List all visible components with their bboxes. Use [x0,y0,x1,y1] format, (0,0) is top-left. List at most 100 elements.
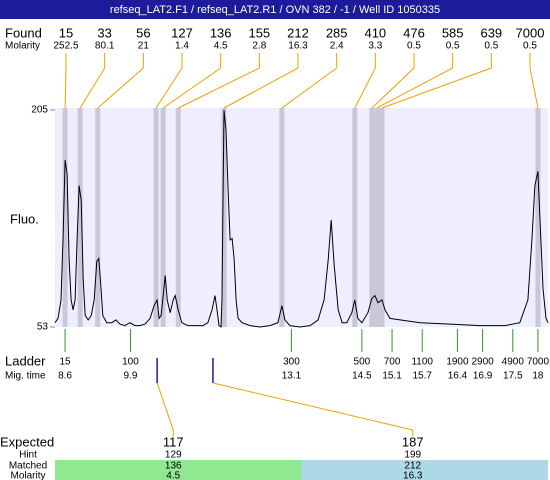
found-molarity: 0.5 [407,41,421,52]
mig-time-label: Mig. time [5,371,46,382]
peak-connector [281,53,338,109]
molarity-label: Molarity [5,41,40,52]
ladder-mig-time: 15.7 [413,371,433,382]
found-molarity: 4.5 [214,41,228,52]
peak-band [175,108,181,327]
found-molarity: 16.3 [288,41,308,52]
ladder-mig-time: 15.1 [382,371,402,382]
found-size: 155 [248,25,270,40]
peak-band [535,108,541,327]
match-box [55,460,302,480]
expected-value: 117 [163,434,184,449]
expected-value: 187 [402,434,424,449]
found-size: 33 [97,25,111,40]
found-size: 56 [136,25,150,40]
found-molarity: 3.3 [368,41,382,52]
peak-connector [223,53,299,109]
peak-band [352,108,358,327]
ladder-label: Ladder [5,353,46,368]
found-molarity: 0.5 [484,41,498,52]
ladder-mig-time: 16.4 [448,371,468,382]
peak-connector [529,53,539,109]
peak-band [279,108,285,327]
ladder-mig-time: 17.5 [503,371,523,382]
ladder-size: 2900 [471,357,494,368]
peak-band [221,108,227,327]
peak-connector [155,53,183,109]
found-size: 212 [287,25,309,40]
peak-band [95,108,101,327]
peak-band [62,108,68,327]
peak-connector [97,53,144,109]
found-molarity: 80.1 [95,41,115,52]
found-size: 639 [480,25,502,40]
y-tick-label: 205 [31,105,48,116]
found-molarity: 0.5 [523,41,537,52]
peak-connector [381,53,492,109]
title-bar [0,0,550,19]
ladder-mig-time: 16.9 [473,371,493,382]
trace [54,109,549,328]
found-size: 7000 [516,25,545,40]
found-size: 127 [171,25,193,40]
found-molarity: 2.4 [330,41,344,52]
peak-connector [178,53,260,109]
expected-connector [212,382,414,436]
match-molarity-label: Molarity [10,471,45,480]
peak-band [379,108,385,327]
peak-band [374,108,380,327]
hint-value: 129 [165,450,182,461]
ladder-mig-time: 9.9 [124,371,138,382]
match-molarity: 4.5 [166,471,180,480]
peak-band [369,108,375,327]
found-molarity: 252.5 [53,41,78,52]
found-size: 15 [59,25,73,40]
found-label: Found [5,25,42,40]
peak-connector [376,53,454,109]
matched-label: Matched [9,461,47,472]
found-molarity: 2.8 [252,41,266,52]
plot-area [55,108,548,327]
ladder-size: 100 [122,357,139,368]
ladder-size: 700 [384,357,401,368]
peak-connector [79,53,106,109]
y-label: Fluo. [10,211,39,226]
peak-connector [162,53,222,109]
expected-connector [156,382,174,436]
ladder-mig-time: 13.1 [282,371,302,382]
hint-label: Hint [19,450,37,461]
matched-value: 136 [165,461,182,472]
expected-label: Expected [0,434,54,449]
ladder-size: 1900 [446,357,469,368]
peak-connector [371,53,415,109]
found-size: 476 [403,25,425,40]
found-molarity: 21 [138,41,150,52]
peak-connector [354,53,376,109]
match-molarity: 16.3 [403,471,423,480]
found-size: 410 [364,25,386,40]
ladder-size: 4900 [502,357,525,368]
y-tick-label: 53 [37,322,49,333]
ladder-size: 7000 [527,357,550,368]
matched-value: 212 [404,461,421,472]
ladder-mig-time: 8.6 [58,371,72,382]
ladder-mig-time: 14.5 [352,371,372,382]
ladder-mig-time: 18 [532,371,544,382]
found-molarity: 0.5 [446,41,460,52]
hint-value: 199 [404,450,421,461]
peak-band [160,108,166,327]
peak-band [153,108,159,327]
ladder-size: 1100 [411,357,433,368]
title: refseq_LAT2.F1 / refseq_LAT2.R1 / OVN 38… [110,4,440,16]
ladder-size: 500 [354,357,371,368]
found-molarity: 1.4 [175,41,189,52]
match-box [301,460,548,480]
peak-band [77,108,83,327]
ladder-size: 15 [59,357,71,368]
peak-connector [64,53,67,109]
found-size: 285 [326,25,348,40]
ladder-size: 300 [283,357,300,368]
found-size: 585 [442,25,464,40]
